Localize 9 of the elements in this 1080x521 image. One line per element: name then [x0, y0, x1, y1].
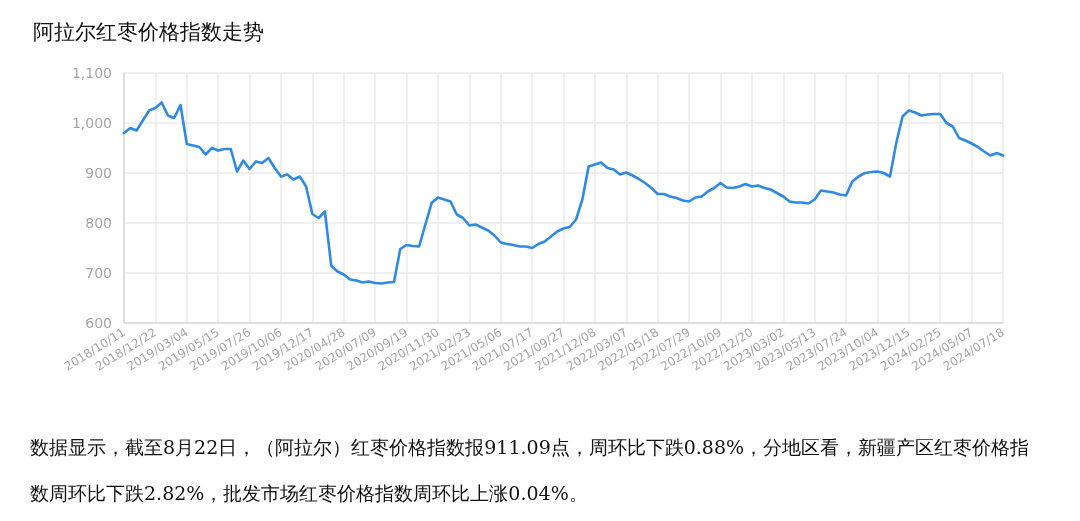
text: 数据显示，截至8月22日，（阿拉尔）红枣价格指数报911.09点，周环比下跌0.88%，分地区看，新疆产区红枣价格指数周环比下跌2.82%，批发市场红枣价格指数周环比上涨0.04%。	[30, 436, 1030, 504]
y-tick-label: 600	[85, 315, 112, 331]
y-tick-label: 800	[85, 215, 112, 231]
y-tick-label: 700	[85, 265, 112, 281]
y-tick-label: 1,100	[71, 65, 112, 81]
chart-title: 阿拉尔红枣价格指数走势	[33, 19, 264, 44]
line-series	[122, 101, 1005, 285]
y-tick-label: 900	[85, 165, 112, 181]
y-tick-label: 1,000	[71, 115, 112, 131]
